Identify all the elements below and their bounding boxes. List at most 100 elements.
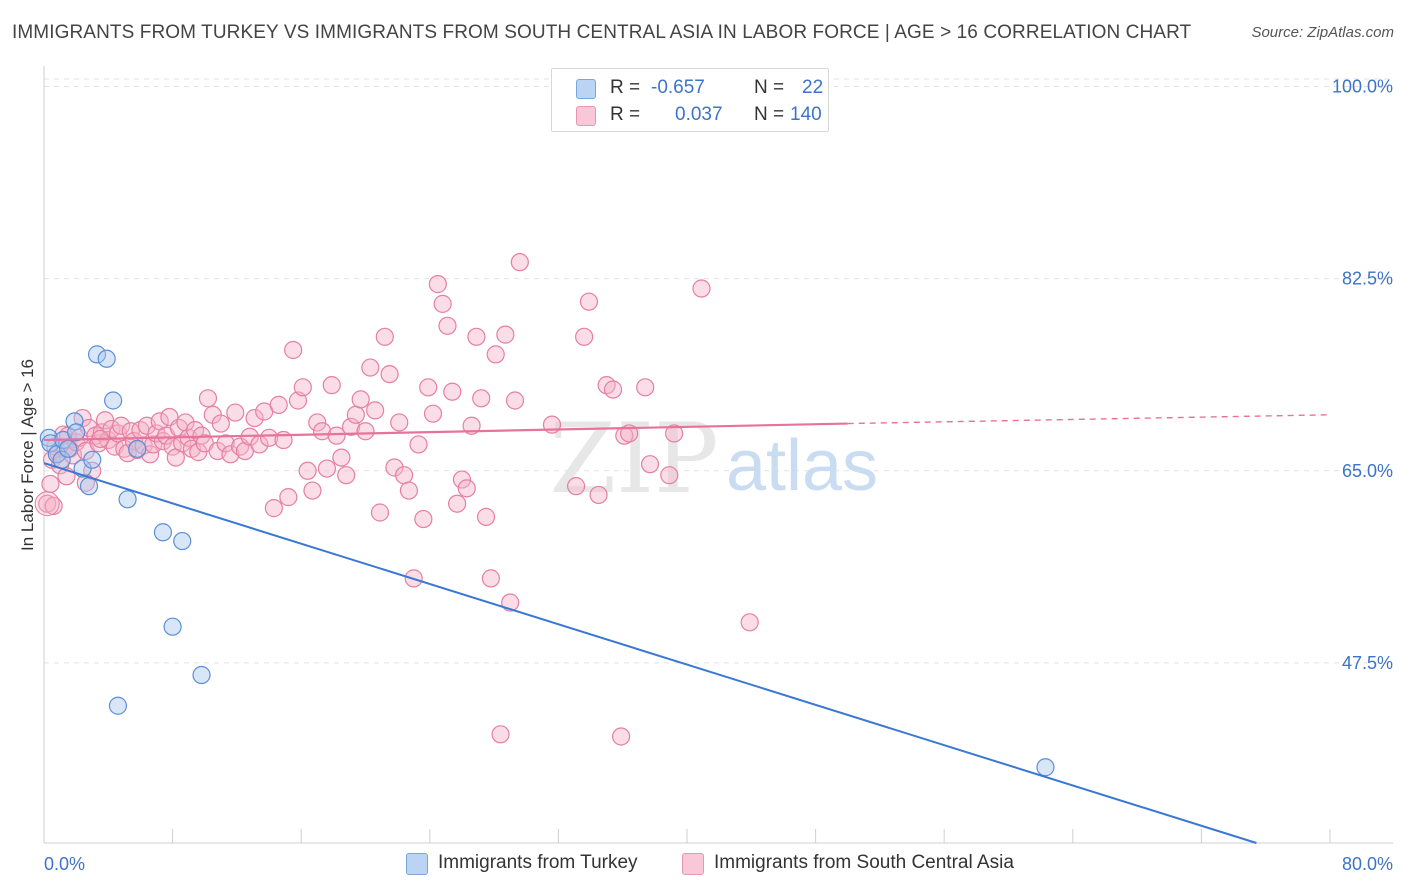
blue-point	[128, 439, 147, 458]
y-tick-label: 100.0%	[1332, 76, 1393, 96]
grid	[44, 78, 1393, 664]
pink-point	[510, 253, 529, 272]
pink-point	[211, 414, 230, 433]
pink-point	[259, 428, 279, 447]
pink-point	[472, 389, 491, 408]
pink-point	[636, 378, 655, 397]
pink-point	[423, 404, 443, 423]
pink-point-large	[34, 491, 60, 517]
pink-point	[216, 434, 235, 453]
bottom-legend-label: Immigrants from South Central Asia	[714, 852, 1014, 873]
chart-title: IMMIGRANTS FROM TURKEY VS IMMIGRANTS FRO…	[12, 22, 1192, 43]
watermark: ZIP atlas	[549, 403, 878, 515]
blue-point	[1036, 758, 1055, 777]
y-tick-label: 47.5%	[1342, 653, 1393, 673]
pink-point	[346, 405, 365, 424]
pink-point	[692, 279, 711, 298]
blue-point	[153, 523, 173, 542]
pink-point	[76, 473, 95, 492]
pink-point	[399, 481, 419, 500]
pink-point	[740, 613, 759, 632]
trend-line-sca	[43, 422, 848, 442]
pink-point	[176, 413, 195, 432]
pink-point	[486, 345, 505, 364]
pink-point	[505, 391, 525, 410]
pink-point	[284, 340, 303, 360]
y-axis-label: In Labor Force | Age > 16	[18, 358, 37, 552]
pink-point	[366, 401, 385, 420]
pink-point	[476, 507, 496, 526]
pink-point	[375, 327, 394, 346]
pink-point	[356, 422, 375, 441]
pink-point	[245, 408, 264, 428]
pink-point	[298, 461, 317, 480]
y-tick-label: 65.0%	[1342, 461, 1393, 481]
blue-point	[59, 439, 78, 458]
pink-point	[293, 378, 312, 397]
watermark-atlas: atlas	[726, 426, 878, 506]
pink-point	[409, 435, 428, 454]
blue-point	[79, 477, 99, 496]
pink-point	[317, 459, 337, 478]
legend-r-value: 0.037	[675, 104, 723, 125]
pink-point	[589, 485, 608, 505]
bottom-legend-swatch-blue	[406, 853, 428, 875]
legend-n-value: 22	[802, 77, 824, 98]
pink-point	[370, 503, 390, 522]
legend-r-value: -0.657	[651, 77, 705, 98]
pink-point	[640, 455, 660, 474]
pink-point	[198, 389, 218, 408]
blue-point	[118, 490, 137, 509]
x-tick-label-max: 80.0%	[1342, 854, 1393, 874]
blue-point	[67, 423, 86, 442]
bottom-legend-label: Immigrants from Turkey	[438, 852, 638, 873]
pink-point	[303, 481, 322, 500]
pink-point	[452, 470, 472, 489]
pink-point	[611, 727, 631, 746]
trend-lines	[43, 414, 1331, 844]
x-tick-label-min: 0.0%	[44, 854, 85, 874]
pink-series	[34, 253, 759, 746]
legend-n-label: N =	[754, 104, 785, 125]
pink-point	[566, 477, 586, 496]
watermark-zip: ZIP	[549, 403, 718, 515]
pink-point	[322, 376, 341, 395]
trend-line-sca-extension	[847, 414, 1331, 425]
pink-point	[41, 474, 60, 494]
pink-point	[414, 509, 433, 529]
pink-point	[496, 325, 515, 344]
pink-point	[269, 395, 288, 414]
pink-point	[361, 358, 380, 377]
blue-point	[104, 391, 123, 410]
pink-point	[351, 390, 370, 409]
pink-point	[575, 327, 594, 346]
blue-point	[83, 450, 102, 469]
pink-point	[264, 499, 283, 518]
pink-point	[467, 327, 486, 346]
pink-point	[433, 294, 452, 313]
pink-point	[337, 466, 356, 485]
pink-point	[665, 424, 684, 443]
pink-point	[481, 569, 500, 588]
blue-point	[97, 349, 116, 368]
blue-point	[192, 665, 211, 685]
pink-point	[462, 416, 481, 435]
pink-point	[491, 725, 510, 744]
pink-point	[448, 494, 467, 513]
pink-point	[279, 488, 298, 507]
pink-point	[112, 416, 131, 435]
pink-point	[226, 403, 245, 422]
y-tick-label: 82.5%	[1342, 269, 1393, 289]
pink-point	[660, 466, 679, 485]
blue-point	[163, 617, 182, 636]
tick-labels: 100.0% 82.5% 65.0% 47.5% 0.0% 80.0%	[44, 76, 1393, 874]
axes	[43, 66, 1393, 844]
legend-swatch-blue	[576, 79, 596, 99]
pink-point	[428, 275, 447, 294]
source-label: Source: ZipAtlas.com	[1251, 24, 1394, 41]
pink-point	[579, 292, 599, 311]
pink-point	[394, 466, 414, 485]
legend-swatch-pink	[576, 106, 596, 126]
pink-point	[443, 382, 462, 401]
